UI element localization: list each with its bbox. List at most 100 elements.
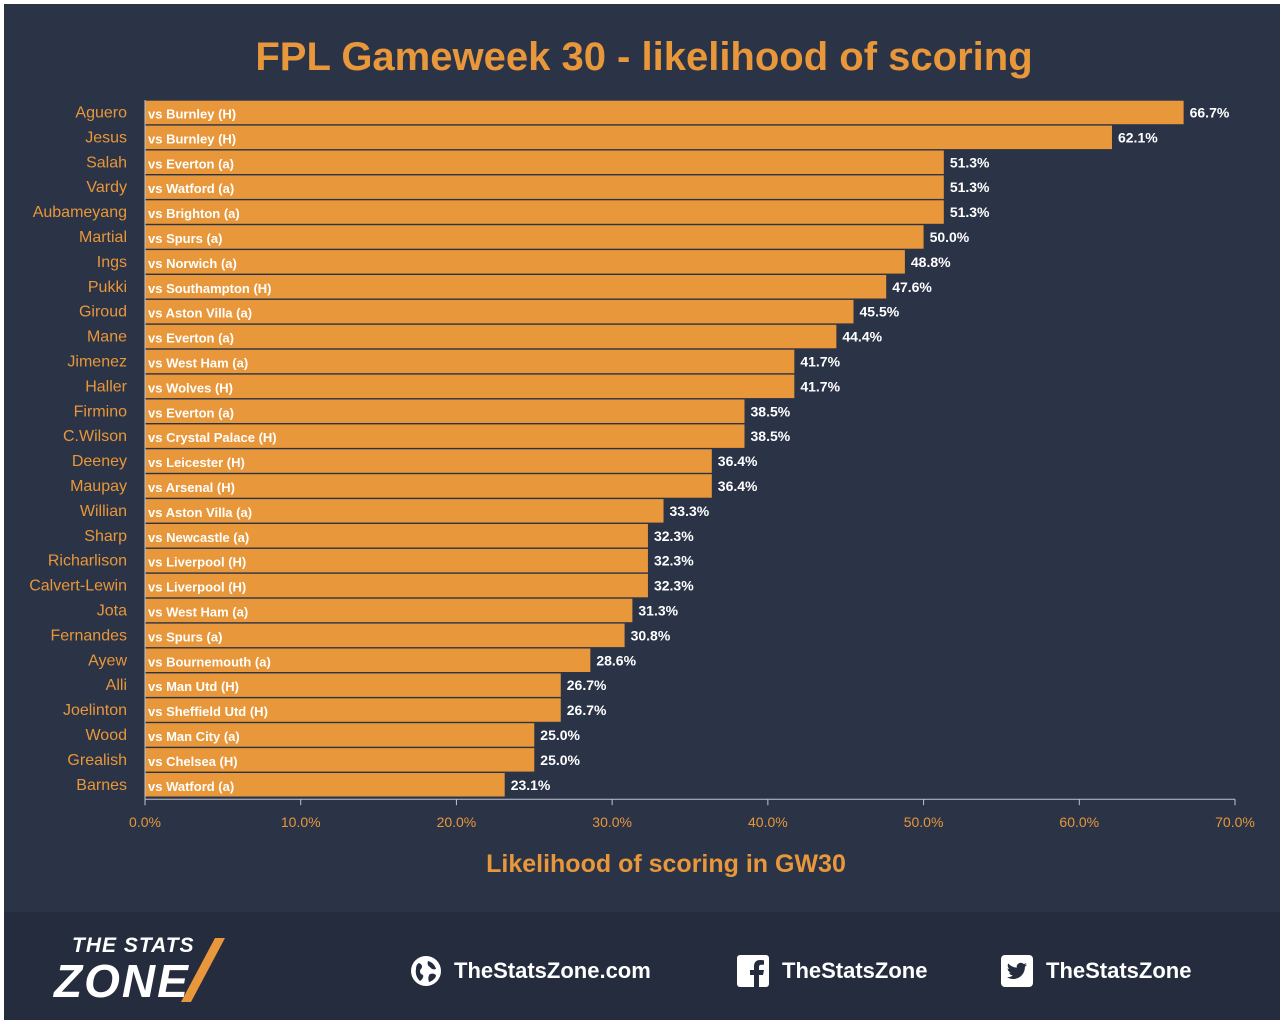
category-label: Richarlison xyxy=(48,553,127,570)
value-label: 26.7% xyxy=(567,677,607,693)
value-label: 45.5% xyxy=(860,304,900,320)
bars-layer: vs Burnley (H) 66.7% vs Burnley (H) 62.1% vs… xyxy=(145,100,1230,797)
value-label: 25.0% xyxy=(540,727,580,743)
x-axis: 0.0% 10.0% 20.0% 30.0% 40.0% 50.0% 60.0% 70.0% xyxy=(129,100,1255,830)
category-label: Jimenez xyxy=(67,353,127,370)
category-label: Giroud xyxy=(79,304,127,321)
fixture-label: vs Leicester (H) xyxy=(148,455,245,470)
fixture-label: vs Everton (a) xyxy=(148,156,234,171)
category-label: Deeney xyxy=(72,453,127,470)
bar xyxy=(145,524,648,548)
fixture-label: vs Spurs (a) xyxy=(148,231,222,246)
fixture-label: vs Southampton (H) xyxy=(148,281,272,296)
fixture-label: vs Burnley (H) xyxy=(148,106,236,121)
facebook-link[interactable]: TheStatsZone xyxy=(736,954,927,988)
x-tick-label: 60.0% xyxy=(1059,814,1099,830)
bar xyxy=(145,125,1112,150)
bar xyxy=(145,598,633,623)
fixture-label: vs Sheffield Utd (H) xyxy=(148,704,268,719)
fixture-label: vs Everton (a) xyxy=(148,331,234,346)
chart-frame: FPL Gameweek 30 - likelihood of scoring … xyxy=(4,4,1280,1020)
bar xyxy=(145,175,944,199)
value-label: 47.6% xyxy=(892,279,932,295)
value-label: 32.3% xyxy=(654,553,694,569)
chart-title: FPL Gameweek 30 - likelihood of scoring xyxy=(255,35,1032,79)
bar xyxy=(145,648,591,672)
fixture-label: vs Bournemouth (a) xyxy=(148,654,271,669)
value-label: 33.3% xyxy=(670,503,710,519)
x-tick-label: 40.0% xyxy=(748,814,788,830)
category-label: Martial xyxy=(79,229,127,246)
fixture-label: vs Burnley (H) xyxy=(148,131,236,146)
facebook-icon xyxy=(736,954,770,988)
bar xyxy=(145,499,664,523)
category-label: Sharp xyxy=(84,528,127,545)
bar xyxy=(145,150,944,174)
bar xyxy=(145,673,561,697)
bar xyxy=(145,723,535,747)
fixture-label: vs West Ham (a) xyxy=(148,355,248,370)
category-label: Jesus xyxy=(85,129,127,146)
bar xyxy=(145,275,887,299)
bar xyxy=(145,698,561,722)
value-label: 38.5% xyxy=(751,403,791,419)
category-label: Wood xyxy=(85,727,127,744)
category-label: Aguero xyxy=(75,104,127,121)
website-text: TheStatsZone.com xyxy=(454,958,651,983)
bar xyxy=(145,299,854,324)
bar xyxy=(145,623,625,648)
category-label: Salah xyxy=(86,154,127,171)
bar xyxy=(145,250,905,274)
fixture-label: vs Man Utd (H) xyxy=(148,679,239,694)
value-label: 62.1% xyxy=(1118,129,1158,145)
fixture-label: vs Arsenal (H) xyxy=(148,480,235,495)
globe-icon xyxy=(410,955,442,987)
x-tick-label: 30.0% xyxy=(592,814,632,830)
twitter-icon xyxy=(1000,954,1034,988)
value-label: 51.3% xyxy=(950,179,990,195)
category-label: Mane xyxy=(87,329,127,346)
fixture-label: vs Aston Villa (a) xyxy=(148,505,252,520)
fixture-label: vs Everton (a) xyxy=(148,405,234,420)
bar xyxy=(145,349,795,374)
category-label: Calvert-Lewin xyxy=(29,578,127,595)
twitter-link[interactable]: TheStatsZone xyxy=(1000,954,1191,988)
value-label: 23.1% xyxy=(511,777,551,793)
category-label: Willian xyxy=(80,503,127,520)
bar-chart: FPL Gameweek 30 - likelihood of scoring … xyxy=(29,35,1255,878)
x-axis-title: Likelihood of scoring in GW30 xyxy=(486,850,846,878)
bar xyxy=(145,100,1184,125)
category-labels: Aguero Jesus Salah Vardy Aubameyang Martial In… xyxy=(29,104,127,793)
fixture-label: vs Newcastle (a) xyxy=(148,530,249,545)
twitter-text: TheStatsZone xyxy=(1046,958,1192,983)
x-tick-label: 20.0% xyxy=(437,814,477,830)
value-label: 41.7% xyxy=(800,378,840,394)
fixture-label: vs Aston Villa (a) xyxy=(148,306,252,321)
bar xyxy=(145,399,745,423)
fixture-label: vs Norwich (a) xyxy=(148,256,237,271)
category-label: Ayew xyxy=(88,652,127,669)
fixture-label: vs Spurs (a) xyxy=(148,629,222,644)
fixture-label: vs Watford (a) xyxy=(148,779,234,794)
value-label: 50.0% xyxy=(930,229,970,245)
value-label: 32.3% xyxy=(654,528,694,544)
category-label: Barnes xyxy=(76,777,127,794)
category-label: Ings xyxy=(97,254,127,271)
facebook-text: TheStatsZone xyxy=(782,958,928,983)
website-link[interactable]: TheStatsZone.com xyxy=(410,954,651,988)
value-label: 44.4% xyxy=(842,329,882,345)
bar xyxy=(145,573,648,598)
fixture-label: vs Man City (a) xyxy=(148,729,240,744)
value-label: 38.5% xyxy=(751,428,791,444)
category-label: Alli xyxy=(106,677,127,694)
category-label: Haller xyxy=(85,378,127,395)
bar xyxy=(145,424,745,448)
bar xyxy=(145,474,712,498)
bar xyxy=(145,548,648,573)
bar xyxy=(145,748,535,772)
fixture-label: vs West Ham (a) xyxy=(148,604,248,619)
fixture-label: vs Liverpool (H) xyxy=(148,555,246,570)
value-label: 30.8% xyxy=(631,627,671,643)
bar xyxy=(145,773,505,797)
bar xyxy=(145,374,795,399)
